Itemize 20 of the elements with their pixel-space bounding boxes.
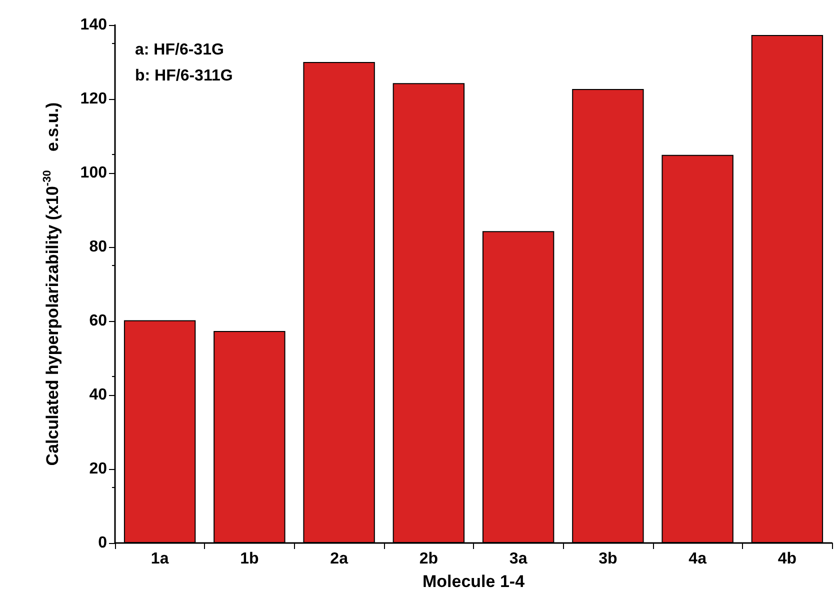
x-tick-label: 3a [509,550,528,568]
x-axis-title: Molecule 1-4 [422,572,526,591]
x-tick-label: 1a [150,550,169,568]
y-tick-label: 0 [98,534,108,552]
x-tick-label: 3b [598,550,618,568]
y-tick-label: 120 [80,90,108,108]
x-tick-label: 4a [688,550,707,568]
x-tick-label: 2a [330,550,348,568]
y-tick-label: 40 [89,386,108,404]
y-tick-label: 60 [89,312,108,330]
y-tick-label: 100 [80,164,108,182]
y-tick-label: 20 [89,460,108,478]
x-tick-label: 4b [778,550,797,568]
annotation: a: HF/6-31G [135,42,224,58]
x-tick-label: 2b [419,550,438,568]
annotation: b: HF/6-311G [135,68,233,84]
y-tick-label: 80 [89,238,108,256]
text: Calculated hyperpolarizability (x10-30 e.s.u.) [42,102,62,466]
x-tick-label: 1b [240,550,259,568]
y-tick-label: 140 [80,16,108,34]
